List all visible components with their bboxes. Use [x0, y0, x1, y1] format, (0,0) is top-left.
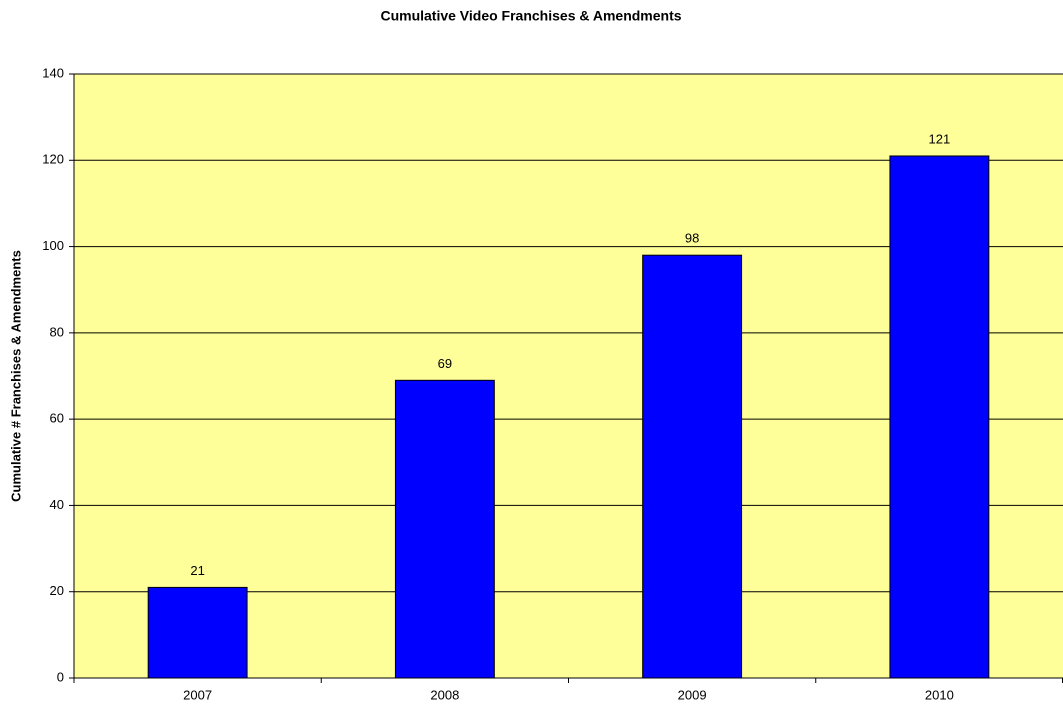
x-tick-label: 2008: [430, 687, 459, 702]
y-tick-label: 20: [50, 583, 64, 598]
bar: [642, 254, 743, 679]
x-tick-label: 2010: [925, 687, 954, 702]
y-tick-label: 140: [42, 65, 64, 80]
x-tick-label: 2009: [678, 687, 707, 702]
data-label: 69: [438, 356, 452, 371]
data-label: 121: [929, 131, 951, 146]
bar: [889, 155, 990, 679]
bar: [394, 379, 495, 679]
chart-title: Cumulative Video Franchises & Amendments: [380, 8, 681, 24]
x-tick-label: 2007: [183, 687, 212, 702]
y-tick-label: 40: [50, 497, 64, 512]
y-axis-label: Cumulative # Franchises & Amendments: [8, 250, 23, 502]
data-label: 98: [685, 231, 699, 246]
data-label: 21: [190, 563, 204, 578]
y-tick-label: 0: [57, 669, 64, 684]
y-tick-label: 60: [50, 411, 64, 426]
bar: [147, 586, 248, 679]
y-tick-label: 100: [42, 238, 64, 253]
y-tick-label: 120: [42, 152, 64, 167]
y-tick-label: 80: [50, 324, 64, 339]
